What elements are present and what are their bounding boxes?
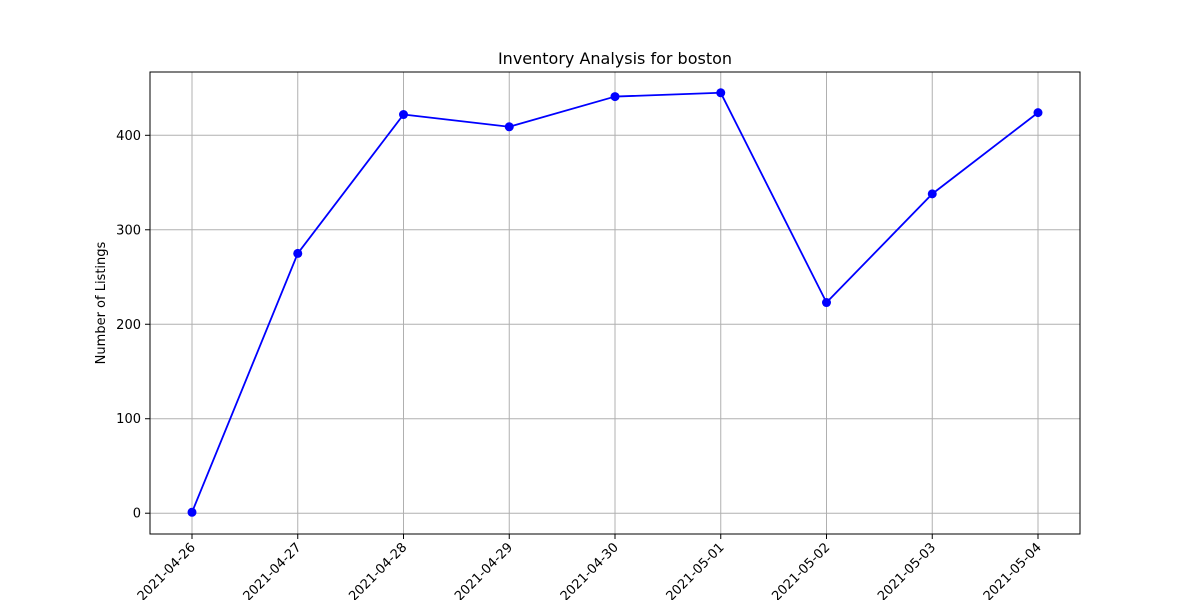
grid-layer — [150, 72, 1080, 534]
chart-title: Inventory Analysis for boston — [498, 49, 732, 68]
data-point — [293, 248, 303, 258]
y-tick-label: 200 — [116, 318, 141, 333]
x-tick-label: 2021-05-01 — [664, 540, 728, 600]
y-tick-label: 400 — [116, 129, 141, 144]
data-point — [610, 92, 620, 102]
x-tick-label: 2021-04-26 — [135, 540, 199, 600]
x-tick-label: 2021-04-27 — [241, 540, 305, 600]
data-point — [1033, 108, 1043, 118]
x-tick-label: 2021-04-29 — [452, 540, 516, 600]
data-point — [504, 122, 514, 132]
data-point — [822, 298, 831, 308]
data-point — [927, 189, 937, 199]
data-point — [399, 110, 408, 120]
ticks-layer: 2021-04-26 2021-04-27 2021-04-28 2021-04-29… — [116, 129, 1045, 600]
series-layer — [187, 88, 1043, 517]
data-point — [187, 507, 197, 517]
x-tick-label: 2021-05-02 — [769, 540, 833, 600]
x-tick-label: 2021-05-03 — [875, 540, 939, 600]
x-tick-label: 2021-05-04 — [981, 540, 1045, 600]
y-tick-label: 100 — [116, 412, 141, 427]
y-tick-label: 0 — [133, 507, 141, 522]
x-tick-label: 2021-04-30 — [558, 540, 622, 600]
y-axis-label: Number of Listings — [94, 241, 109, 364]
y-tick-label: 300 — [116, 223, 141, 238]
data-point — [716, 88, 726, 98]
x-tick-label: 2021-04-28 — [346, 540, 410, 600]
